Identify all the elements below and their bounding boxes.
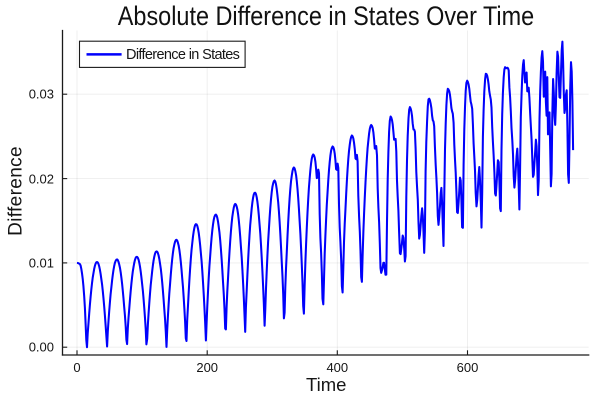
svg-text:Difference: Difference — [6, 146, 27, 236]
